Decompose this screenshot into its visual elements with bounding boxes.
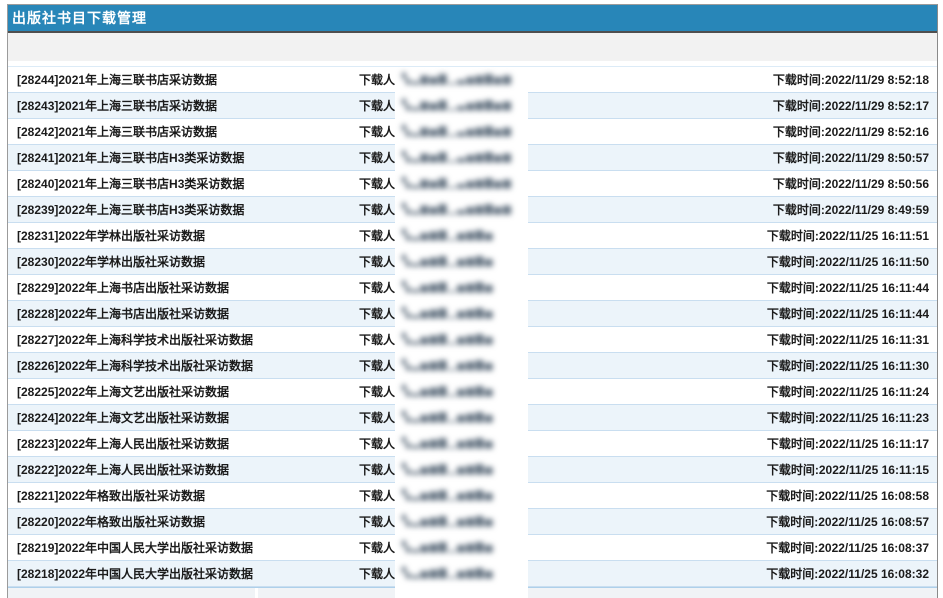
downloader-label: 下载人 <box>359 125 396 139</box>
downloader-label: 下载人 <box>359 333 396 347</box>
downloader-label: 下载人 <box>359 99 396 113</box>
downloader-label: 下载人 <box>359 489 396 503</box>
downloader-label: 下载人 <box>359 151 396 165</box>
download-time: 下载时间:2022/11/29 8:50:57 <box>772 151 929 165</box>
record-title-link[interactable]: [28228]2022年上海书店出版社采访数据 <box>17 307 230 321</box>
downloader-label: 下载人 <box>359 463 396 477</box>
redacted-downloader-name: ▚▂▅▆▇▁▅▆▇▅ <box>402 542 494 553</box>
redacted-names-overlay: ▚▂▆▅▇▁▃▅▆▇▅▆ ▚▂▆▅▇▁▃▅▆▇▅▆ ▚▂▆▅▇▁▃▅▆▇▅▆ ▚▂▆▅… <box>395 67 528 598</box>
record-title-link[interactable]: [28231]2022年学林出版社采访数据 <box>17 229 206 243</box>
download-time: 下载时间:2022/11/29 8:49:59 <box>772 203 929 217</box>
download-time: 下载时间:2022/11/25 16:08:57 <box>766 515 929 529</box>
download-time: 下载时间:2022/11/25 16:11:23 <box>766 411 929 425</box>
redacted-downloader-name: ▚▂▆▅▇▁▃▅▆▇▅▆ <box>402 152 513 163</box>
downloader-label: 下载人 <box>359 281 396 295</box>
redacted-downloader-name: ▚▂▅▆▇▁▅▆▇▅ <box>402 308 494 319</box>
downloader-label: 下载人 <box>359 541 396 555</box>
redacted-downloader-name: ▚▂▅▆▇▁▅▆▇▅ <box>402 256 494 267</box>
download-time: 下载时间:2022/11/25 16:11:15 <box>766 463 929 477</box>
record-title-link[interactable]: [28241]2021年上海三联书店H3类采访数据 <box>17 151 245 165</box>
record-title-link[interactable]: [28239]2022年上海三联书店H3类采访数据 <box>17 203 245 217</box>
title-bar: 出版社书目下载管理 <box>8 5 937 33</box>
download-time: 下载时间:2022/11/29 8:52:17 <box>772 99 929 113</box>
downloader-label: 下载人 <box>359 255 396 269</box>
download-time: 下载时间:2022/11/25 16:08:58 <box>766 489 929 503</box>
redacted-downloader-name: ▚▂▆▅▇▁▃▅▆▇▅▆ <box>402 204 513 215</box>
record-title-link[interactable]: [28224]2022年上海文艺出版社采访数据 <box>17 411 230 425</box>
record-title-link[interactable]: [28230]2022年学林出版社采访数据 <box>17 255 206 269</box>
pager-cell <box>258 588 461 598</box>
pager-cell <box>464 588 937 598</box>
redacted-downloader-name: ▚▂▅▆▇▁▅▆▇▅ <box>402 386 494 397</box>
record-title-link[interactable]: [28242]2021年上海三联书店采访数据 <box>17 125 218 139</box>
record-title-link[interactable]: [28244]2021年上海三联书店采访数据 <box>17 73 218 87</box>
redacted-downloader-name: ▚▂▆▅▇▁▃▅▆▇▅▆ <box>402 74 513 85</box>
redacted-downloader-name: ▚▂▅▆▇▁▅▆▇▅ <box>402 464 494 475</box>
download-time: 下载时间:2022/11/25 16:11:50 <box>766 255 929 269</box>
download-time: 下载时间:2022/11/29 8:52:18 <box>772 73 929 87</box>
redacted-downloader-name: ▚▂▅▆▇▁▅▆▇▅ <box>402 230 494 241</box>
download-time: 下载时间:2022/11/25 16:08:37 <box>766 541 929 555</box>
download-time: 下载时间:2022/11/25 16:11:31 <box>766 333 929 347</box>
record-title-link[interactable]: [28223]2022年上海人民出版社采访数据 <box>17 437 230 451</box>
downloader-label: 下载人 <box>359 203 396 217</box>
downloader-label: 下载人 <box>359 359 396 373</box>
redacted-downloader-name: ▚▂▅▆▇▁▅▆▇▅ <box>402 516 494 527</box>
record-title-link[interactable]: [28227]2022年上海科学技术出版社采访数据 <box>17 333 254 347</box>
download-time: 下载时间:2022/11/29 8:52:16 <box>772 125 929 139</box>
redacted-downloader-name: ▚▂▆▅▇▁▃▅▆▇▅▆ <box>402 126 513 137</box>
downloader-label: 下载人 <box>359 177 396 191</box>
redacted-downloader-name: ▚▂▅▆▇▁▅▆▇▅ <box>402 438 494 449</box>
downloader-label: 下载人 <box>359 229 396 243</box>
redacted-downloader-name: ▚▂▅▆▇▁▅▆▇▅ <box>402 360 494 371</box>
redacted-downloader-name: ▚▂▆▅▇▁▃▅▆▇▅▆ <box>402 100 513 111</box>
downloader-label: 下载人 <box>359 73 396 87</box>
redacted-downloader-name: ▚▂▅▆▇▁▅▆▇▅ <box>402 282 494 293</box>
download-time: 下载时间:2022/11/25 16:11:51 <box>766 229 929 243</box>
toolbar-strip <box>8 33 937 61</box>
downloader-label: 下载人 <box>359 567 396 581</box>
record-title-link[interactable]: [28240]2021年上海三联书店H3类采访数据 <box>17 177 245 191</box>
downloader-label: 下载人 <box>359 515 396 529</box>
redacted-downloader-name: ▚▂▅▆▇▁▅▆▇▅ <box>402 490 494 501</box>
downloader-label: 下载人 <box>359 307 396 321</box>
record-title-link[interactable]: [28221]2022年格致出版社采访数据 <box>17 489 206 503</box>
record-title-link[interactable]: [28225]2022年上海文艺出版社采访数据 <box>17 385 230 399</box>
redacted-downloader-name: ▚▂▅▆▇▁▅▆▇▅ <box>402 334 494 345</box>
record-title-link[interactable]: [28229]2022年上海书店出版社采访数据 <box>17 281 230 295</box>
redacted-downloader-name: ▚▂▅▆▇▁▅▆▇▅ <box>402 412 494 423</box>
record-title-link[interactable]: [28219]2022年中国人民大学出版社采访数据 <box>17 541 254 555</box>
record-title-link[interactable]: [28226]2022年上海科学技术出版社采访数据 <box>17 359 254 373</box>
download-time: 下载时间:2022/11/25 16:11:24 <box>766 385 929 399</box>
download-time: 下载时间:2022/11/29 8:50:56 <box>772 177 929 191</box>
record-title-link[interactable]: [28220]2022年格致出版社采访数据 <box>17 515 206 529</box>
download-time: 下载时间:2022/11/25 16:11:17 <box>766 437 929 451</box>
download-time: 下载时间:2022/11/25 16:08:32 <box>766 567 929 581</box>
pager-cell <box>8 588 255 598</box>
download-time: 下载时间:2022/11/25 16:11:30 <box>766 359 929 373</box>
record-title-link[interactable]: [28218]2022年中国人民大学出版社采访数据 <box>17 567 254 581</box>
record-title-link[interactable]: [28222]2022年上海人民出版社采访数据 <box>17 463 230 477</box>
download-time: 下载时间:2022/11/25 16:11:44 <box>766 307 929 321</box>
downloader-label: 下载人 <box>359 411 396 425</box>
downloader-label: 下载人 <box>359 437 396 451</box>
redacted-downloader-name: ▚▂▆▅▇▁▃▅▆▇▅▆ <box>402 178 513 189</box>
redacted-downloader-name: ▚▂▅▆▇▁▅▆▇▅ <box>402 568 494 579</box>
downloader-label: 下载人 <box>359 385 396 399</box>
app-window: 出版社书目下载管理 [28244]2021年上海三联书店采访数据 下载人 下载时间:… <box>7 4 938 598</box>
download-time: 下载时间:2022/11/25 16:11:44 <box>766 281 929 295</box>
page-title: 出版社书目下载管理 <box>12 10 147 26</box>
record-title-link[interactable]: [28243]2021年上海三联书店采访数据 <box>17 99 218 113</box>
